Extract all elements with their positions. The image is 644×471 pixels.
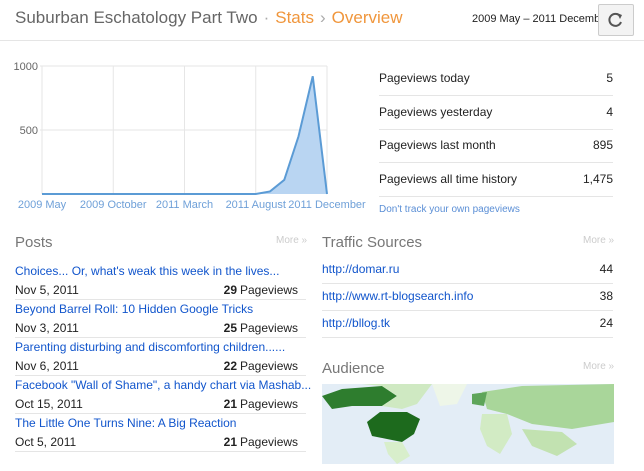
source-url[interactable]: http://www.rt-blogsearch.info xyxy=(322,289,474,303)
separator: · xyxy=(263,8,270,27)
divider xyxy=(379,128,613,130)
header: Suburban Eschatology Part Two · Stats › Over… xyxy=(15,8,403,28)
stat-value: 895 xyxy=(592,138,613,152)
post-views: 21 xyxy=(223,397,237,411)
divider xyxy=(15,375,306,376)
post-unit: Pageviews xyxy=(240,283,299,297)
post-title[interactable]: Facebook "Wall of Shame", a handy chart … xyxy=(15,378,312,392)
separator: › xyxy=(319,8,326,27)
stat-label: Pageviews last month xyxy=(379,138,496,152)
divider xyxy=(15,451,306,452)
y-tick-label: 1000 xyxy=(14,61,38,73)
refresh-button[interactable] xyxy=(598,4,634,36)
more-link[interactable]: More » xyxy=(276,235,308,246)
post-date: Nov 5, 2011 xyxy=(15,283,79,297)
stat-value: 1,475 xyxy=(582,171,613,186)
breadcrumb[interactable]: Overview xyxy=(331,8,403,27)
stat-value: 5 xyxy=(606,71,613,85)
chart: 2009 May 2009 October 2011 March 2011 Augus… xyxy=(14,61,367,211)
more-link[interactable]: More » xyxy=(583,235,615,246)
source-count: 38 xyxy=(599,289,613,303)
divider xyxy=(0,40,644,41)
source-count: 44 xyxy=(599,262,613,276)
stat-label: Pageviews today xyxy=(379,71,470,85)
post-date: Nov 6, 2011 xyxy=(15,359,79,373)
post-views: 22 xyxy=(223,359,237,373)
post-views: 25 xyxy=(223,321,237,335)
posts-heading: Posts xyxy=(15,234,53,251)
divider xyxy=(15,413,306,414)
y-tick-label: 500 xyxy=(20,125,38,137)
post-title[interactable]: Parenting disturbing and discomforting c… xyxy=(15,340,286,354)
stat-label: Pageviews yesterday xyxy=(379,104,493,119)
divider xyxy=(322,310,613,311)
post-date: Nov 3, 2011 xyxy=(15,321,79,335)
post-title[interactable]: Choices... Or, what's weak this week in … xyxy=(15,264,280,278)
post-unit: Pageviews xyxy=(240,397,299,411)
audience-heading: Audience xyxy=(322,360,385,377)
divider xyxy=(322,283,613,284)
post-unit: Pageviews xyxy=(240,435,299,449)
divider xyxy=(379,195,613,197)
x-tick-label: 2009 May xyxy=(18,199,67,211)
blog-title: Suburban Eschatology Part Two xyxy=(15,8,258,27)
post-unit: Pageviews xyxy=(240,359,299,373)
divider xyxy=(379,162,613,163)
divider xyxy=(15,337,306,338)
x-tick-label: 2011 August xyxy=(226,199,286,211)
post-unit: Pageviews xyxy=(240,321,299,335)
line xyxy=(42,76,328,195)
source-url[interactable]: http://domar.ru xyxy=(322,262,400,276)
divider xyxy=(322,337,613,338)
x-tick-label: 2011 December xyxy=(288,199,366,211)
refresh-icon xyxy=(608,12,622,27)
more-link[interactable]: More » xyxy=(583,361,615,372)
post-date: Oct 5, 2011 xyxy=(15,435,77,449)
post-title[interactable]: The Little One Turns Nine: A Big Reactio… xyxy=(15,416,237,430)
post-title[interactable]: Beyond Barrel Roll: 10 Hidden Google Tri… xyxy=(15,302,254,316)
divider xyxy=(15,299,306,300)
area xyxy=(42,76,327,194)
stat-value: 4 xyxy=(606,104,613,119)
x-tick-label: 2011 March xyxy=(156,199,213,211)
x-tick-label: 2009 October xyxy=(80,199,147,211)
traffic-heading: Traffic Sources xyxy=(322,234,423,251)
breadcrumb[interactable]: Stats xyxy=(275,8,314,27)
post-views: 29 xyxy=(223,283,237,297)
world-map xyxy=(322,384,614,464)
post-views: 21 xyxy=(223,435,237,449)
source-count: 24 xyxy=(599,316,613,330)
stat-label: Pageviews all time history xyxy=(379,171,518,186)
post-date: Oct 15, 2011 xyxy=(15,397,83,411)
dont-track-link[interactable]: Don't track your own pageviews xyxy=(379,204,520,215)
source-url[interactable]: http://bllog.tk xyxy=(322,316,391,330)
divider xyxy=(379,95,613,96)
date-range[interactable]: 2009 May – 2011 December xyxy=(472,13,610,25)
